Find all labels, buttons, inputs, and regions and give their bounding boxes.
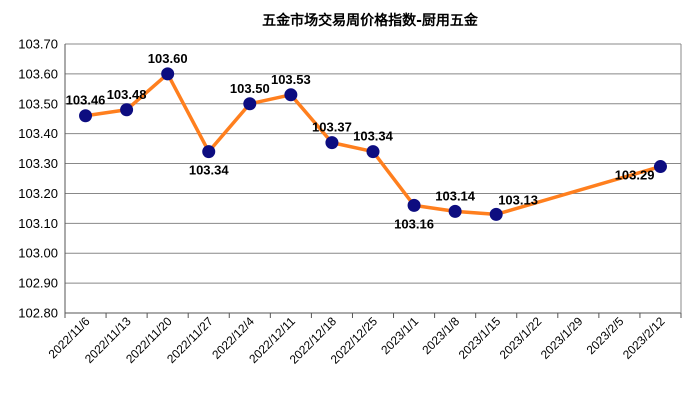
x-tick-label: 2023/1/29: [538, 314, 586, 362]
series-polyline: [85, 72, 661, 217]
data-point: [202, 145, 216, 159]
data-point: [366, 145, 380, 159]
data-label: 103.53: [271, 72, 311, 87]
data-label: 103.13: [498, 192, 538, 207]
x-tick-label: 2023/1/22: [497, 314, 545, 362]
data-points: [79, 67, 667, 221]
series-line: [85, 72, 661, 217]
data-label: 103.37: [312, 120, 352, 135]
data-point: [407, 198, 421, 212]
y-tick-label: 103.50: [18, 96, 58, 111]
x-tick-label: 2023/1/1: [378, 314, 421, 357]
data-label: 103.50: [230, 81, 270, 96]
y-tick-label: 103.10: [18, 216, 58, 231]
chart-title: 五金市场交易周价格指数-厨用五金: [262, 12, 479, 29]
grid-lines: [65, 43, 681, 314]
data-point: [161, 67, 175, 81]
y-tick-label: 103.20: [18, 186, 58, 201]
data-label: 103.48: [107, 87, 147, 102]
data-label: 103.14: [435, 188, 476, 203]
data-point: [120, 103, 134, 117]
data-point: [325, 136, 339, 150]
y-tick-label: 103.30: [18, 156, 58, 171]
y-tick-label: 103.60: [18, 66, 58, 81]
data-label: 103.46: [66, 93, 106, 108]
data-point: [489, 207, 503, 221]
y-tick-label: 102.90: [18, 276, 58, 291]
data-point: [653, 160, 667, 174]
y-axis-tick-labels: 102.80 102.90 103.00 103.10 103.20 103.30 103.…: [18, 37, 58, 321]
data-point: [243, 97, 257, 111]
x-tick-label: 2023/2/12: [620, 314, 668, 362]
y-tick-label: 103.40: [18, 126, 58, 141]
y-tick-label: 102.80: [18, 306, 58, 321]
data-label: 103.60: [148, 51, 188, 66]
data-label: 103.16: [394, 216, 434, 231]
y-tick-label: 103.00: [18, 246, 58, 261]
data-point: [79, 109, 93, 123]
data-point: [448, 204, 462, 218]
data-label: 103.29: [615, 168, 655, 183]
x-tick-label: 2023/1/15: [456, 314, 504, 362]
x-axis-tick-labels: 2022/11/62022/11/132022/11/202022/11/272…: [46, 314, 668, 367]
data-label: 103.34: [189, 163, 230, 178]
data-label: 103.34: [353, 129, 394, 144]
y-tick-label: 103.70: [18, 37, 58, 52]
data-point: [284, 88, 298, 102]
axes: [64, 44, 682, 318]
